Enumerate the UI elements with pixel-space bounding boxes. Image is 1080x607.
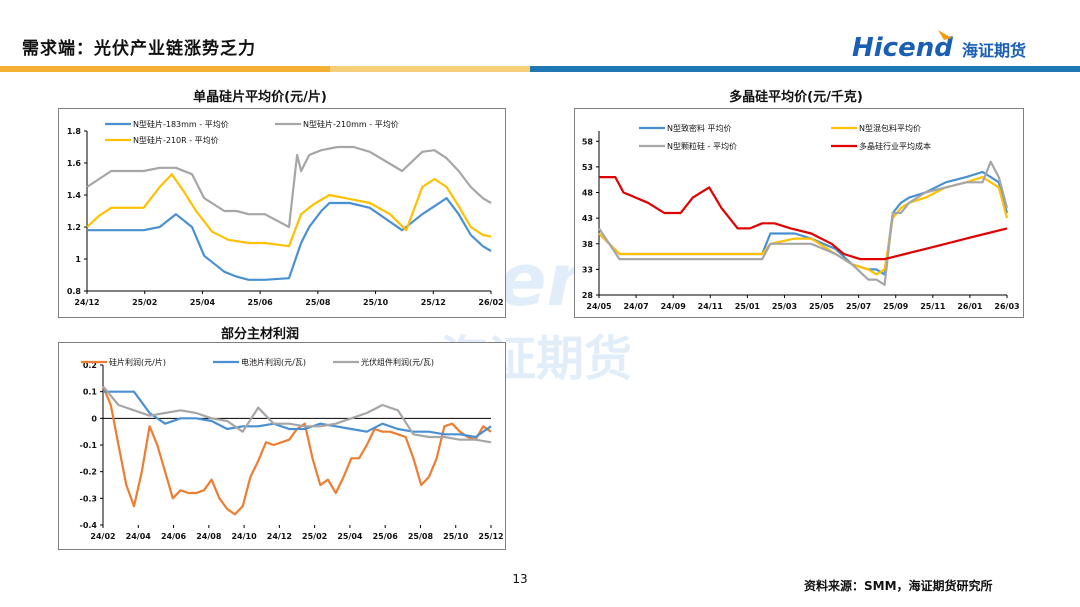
x-tick-label: 24/04: [126, 532, 152, 541]
x-tick-label: 25/10: [443, 532, 469, 541]
series-line-1: [87, 197, 492, 281]
y-tick-label: -0.2: [80, 468, 98, 477]
y-tick-label: 0: [91, 414, 97, 423]
y-tick-label: 53: [582, 163, 593, 172]
y-tick-label: 33: [582, 265, 593, 274]
logo-cn: 海证期货: [962, 41, 1026, 60]
x-tick-label: 24/02: [90, 532, 115, 541]
x-tick-label: 25/02: [132, 298, 157, 307]
y-tick-label: 1: [75, 255, 81, 264]
x-tick-label: 25/07: [846, 302, 871, 311]
chart3-panel: -0.4 -0.3 -0.2 -0.1 0 0.1 0.2 24/02 24/04 24/06 24…: [58, 342, 506, 550]
x-tick-label: 25/01: [735, 302, 761, 311]
x-tick-label: 25/12: [478, 532, 503, 541]
y-tick-label: 1.8: [67, 127, 82, 136]
y-tick-label: 1.4: [67, 191, 82, 200]
y-tick-label: 28: [582, 291, 594, 300]
source-note: 资料来源：SMM，海证期货研究所: [804, 579, 993, 593]
x-tick-label: 25/08: [408, 532, 434, 541]
x-tick-label: 24/07: [623, 302, 648, 311]
x-tick-label: 25/03: [772, 302, 797, 311]
page-number: 13: [512, 572, 528, 586]
x-tick-label: 24/10: [231, 532, 257, 541]
logo-text: Hicend: [852, 33, 953, 63]
y-tick-label: 58: [582, 137, 594, 146]
x-tick-label: 24/06: [161, 532, 187, 541]
legend-label: 硅片利润(元/片): [109, 357, 166, 367]
y-tick-label: 0.1: [83, 388, 98, 397]
header-stripe: [0, 66, 1080, 72]
x-tick-label: 25/12: [421, 298, 446, 307]
x-tick-label: 26/03: [994, 302, 1019, 311]
y-tick-label: 48: [582, 189, 594, 198]
chart1-title: 单晶硅片平均价(元/片): [193, 90, 327, 105]
x-tick-label: 25/06: [248, 298, 274, 307]
page-title: 需求端：光伏产业链涨势乏力: [22, 39, 256, 59]
x-tick-label: 25/04: [337, 532, 363, 541]
series-line-2: [103, 390, 492, 439]
x-tick-label: 24/11: [698, 302, 724, 311]
series-line-3: [598, 160, 1009, 286]
x-tick-label: 26/01: [957, 302, 983, 311]
y-tick-label: 0.8: [67, 287, 82, 296]
series-line-1: [101, 385, 492, 516]
x-tick-label: 25/04: [190, 298, 216, 307]
legend-label: N型硅片-210mm - 平均价: [303, 119, 399, 129]
x-tick-label: 24/12: [74, 298, 99, 307]
series-line-4: [599, 175, 1008, 261]
x-tick-label: 24/09: [661, 302, 687, 311]
y-tick-label: -0.1: [80, 441, 98, 450]
series-line-2: [86, 145, 492, 229]
x-tick-label: 24/08: [196, 532, 222, 541]
chart2-title: 多晶硅平均价(元/千克): [729, 90, 863, 105]
series-line-3: [102, 385, 492, 444]
chart3-title: 部分主材利润: [220, 327, 299, 342]
chart3-svg: -0.4 -0.3 -0.2 -0.1 0 0.1 0.2 24/02 24/04 24/06 24…: [80, 357, 504, 541]
x-tick-label: 25/09: [883, 302, 909, 311]
legend-label: 电池片利润(元/瓦): [241, 357, 306, 367]
y-tick-label: 43: [582, 214, 593, 223]
x-tick-label: 26/02: [478, 298, 503, 307]
x-tick-label: 25/06: [373, 532, 399, 541]
chart1-panel: 0.8 1 1.2 1.4 1.6 1.8 24/12 25/02 25/04 25/06 25/0…: [58, 108, 506, 318]
legend-label: N型硅片-210R - 平均价: [133, 135, 219, 145]
y-tick-label: 1.6: [67, 159, 82, 168]
series-line-3: [86, 173, 492, 248]
legend-label: 光伏组件利润(元/瓦): [361, 357, 434, 367]
y-tick-label: 1.2: [67, 223, 81, 232]
y-tick-label: 0.2: [83, 361, 97, 370]
hicend-logo: Hicend 海证期货: [852, 30, 1026, 63]
x-tick-label: 25/02: [302, 532, 327, 541]
y-tick-label: 38: [582, 240, 594, 249]
chart2-svg: 28 33 38 43 48 53 58 24/05 24/07 24/09 24/11 25/01 2…: [582, 123, 1020, 311]
y-tick-label: -0.4: [80, 521, 98, 530]
x-tick-label: 25/05: [809, 302, 835, 311]
x-tick-label: 24/05: [586, 302, 612, 311]
legend-label: N型混包料平均价: [859, 123, 921, 133]
chart2-panel: 28 33 38 43 48 53 58 24/05 24/07 24/09 24/11 25/01 2…: [574, 108, 1024, 318]
logo-mark-icon: [938, 30, 952, 40]
chart1-svg: 0.8 1 1.2 1.4 1.6 1.8 24/12 25/02 25/04 25/06 25/0…: [67, 119, 504, 307]
x-tick-label: 25/10: [363, 298, 389, 307]
x-tick-label: 25/11: [920, 302, 946, 311]
x-tick-label: 25/08: [305, 298, 331, 307]
y-tick-label: -0.3: [80, 494, 98, 503]
legend-label: N型颗粒硅 - 平均价: [667, 141, 737, 151]
legend-label: N型致密料 平均价: [667, 123, 732, 133]
x-tick-label: 24/12: [267, 532, 292, 541]
legend-label: N型硅片-183mm - 平均价: [133, 119, 229, 129]
legend-label: 多晶硅行业平均成本: [859, 141, 931, 151]
